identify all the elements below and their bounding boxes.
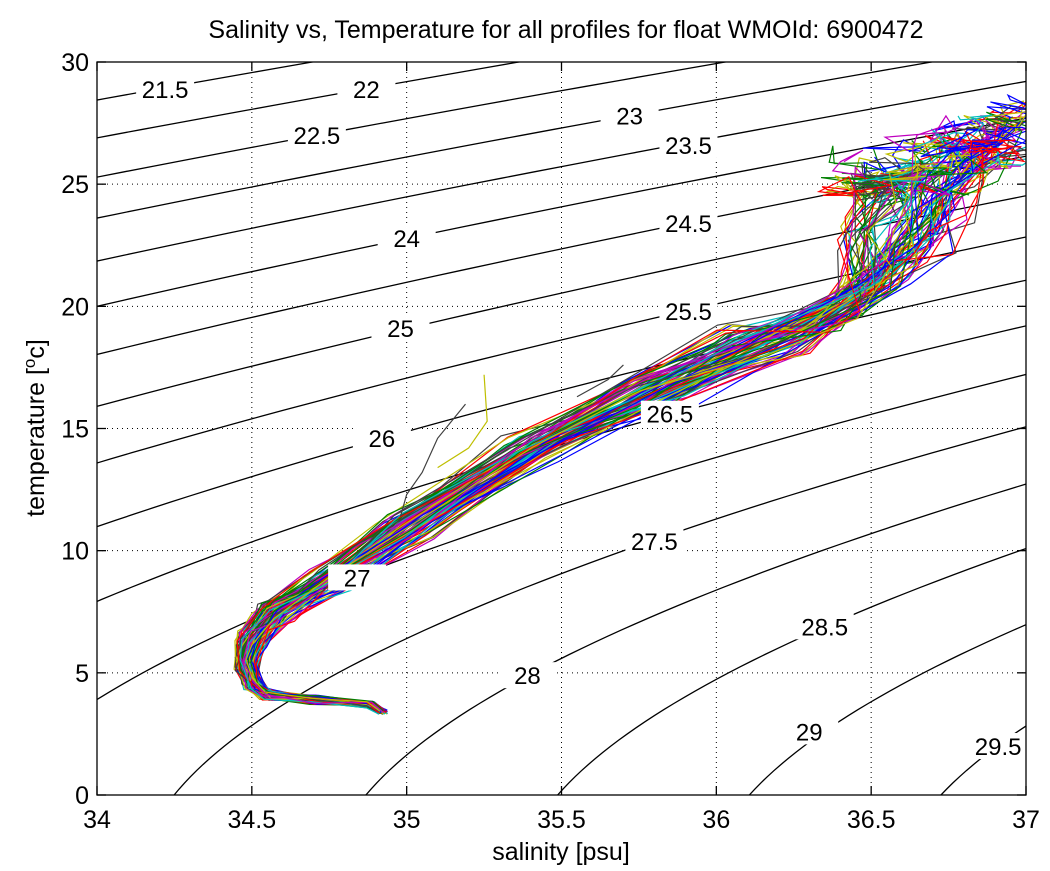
density-contour-label-bg — [287, 122, 346, 149]
density-contour-label: 23 — [616, 104, 643, 131]
chart-title: Salinity vs, Temperature for all profile… — [208, 16, 923, 44]
density-contour-label: 26.5 — [647, 402, 694, 429]
y-axis-label-tail: c] — [22, 339, 50, 358]
density-contour-label: 29 — [796, 719, 823, 746]
x-tick-label: 34 — [83, 806, 111, 834]
density-contour-label: 25.5 — [665, 299, 712, 326]
density-contour — [97, 373, 1026, 701]
density-contour-label: 22 — [353, 77, 380, 104]
profile-line — [239, 170, 951, 711]
density-contour-label-bg — [659, 210, 718, 237]
x-tick-label: 36.5 — [847, 806, 896, 834]
profile-line-outlier — [576, 364, 624, 398]
density-contour-label-bg — [352, 425, 411, 452]
density-contour — [97, 279, 1026, 528]
density-contour-label: 28.5 — [801, 614, 848, 641]
y-axis-label-sup: o — [20, 359, 39, 368]
density-contour-label-bg — [337, 75, 396, 102]
density-contour-label-bg — [969, 733, 1028, 760]
x-tick-label: 35.5 — [537, 806, 586, 834]
x-tick-label: 34.5 — [227, 806, 276, 834]
profile-line — [235, 163, 948, 711]
density-contour-label-bg — [328, 564, 387, 591]
profile-line — [250, 156, 989, 712]
density-contour-label: 24.5 — [665, 211, 712, 238]
density-contour — [748, 623, 1026, 795]
y-tick-label: 25 — [61, 171, 89, 199]
density-contour-label-bg — [371, 315, 430, 342]
density-contour-label-bg — [136, 75, 195, 102]
density-contour-labels: 21.5 22 22.5 23 23.5 24 24.5 25 25.5 26 26.5 27 27.5… — [136, 75, 1028, 761]
density-contour-label: 23.5 — [665, 133, 712, 160]
y-tick-label: 15 — [61, 416, 89, 444]
density-contour — [556, 547, 1026, 795]
x-tick-label: 35 — [393, 806, 421, 834]
profile-line — [242, 125, 949, 714]
density-contour-label-bg — [659, 131, 718, 158]
density-contour-label: 27 — [344, 565, 371, 592]
density-contour-label: 25 — [387, 316, 414, 343]
density-contour-label-bg — [498, 662, 557, 689]
y-axis-label-main: temperature [ — [22, 368, 50, 517]
density-contour-label-bg — [780, 718, 839, 745]
density-contour-label: 28 — [514, 663, 541, 690]
density-contour-label: 26 — [369, 426, 396, 453]
profile-line — [239, 170, 926, 715]
profile-line-outlier — [399, 403, 466, 517]
y-tick-label: 10 — [61, 538, 89, 566]
density-contour-label-bg — [377, 224, 436, 251]
x-axis-label: salinity [psu] — [492, 838, 630, 866]
density-contour-label: 21.5 — [142, 77, 189, 104]
density-contour-label: 24 — [393, 226, 420, 253]
density-contour-label-bg — [600, 102, 659, 129]
axis-ticks: 34 34.5 35 35.5 36 36.5 37 0 5 10 15 20 25 30 — [61, 49, 1040, 834]
y-tick-label: 20 — [61, 293, 89, 321]
density-contour-label-bg — [640, 400, 699, 427]
density-contour — [97, 236, 1026, 464]
density-contour-label: 27.5 — [631, 529, 678, 556]
density-contour-label-bg — [625, 527, 684, 554]
density-contour-label: 22.5 — [294, 123, 341, 150]
profile-line-outlier — [437, 374, 488, 469]
y-tick-label: 0 — [75, 782, 89, 810]
y-tick-label: 30 — [61, 49, 89, 77]
density-contour — [97, 325, 1026, 603]
density-contour — [365, 483, 1026, 795]
density-contour — [97, 80, 1026, 262]
profile-line — [250, 128, 1026, 714]
profile-line — [245, 162, 926, 712]
profile-line — [236, 174, 892, 715]
density-contour-label-bg — [659, 298, 718, 325]
y-axis-label: temperature [oc] — [20, 339, 51, 517]
profile-line — [237, 176, 945, 713]
density-contour — [97, 62, 936, 219]
y-tick-label: 5 — [75, 660, 89, 688]
density-contour-label: 29.5 — [975, 734, 1022, 761]
x-tick-label: 36 — [702, 806, 730, 834]
x-tick-label: 37 — [1012, 806, 1040, 834]
density-contour — [97, 117, 1026, 307]
density-contour-label-bg — [795, 613, 854, 640]
density-contour — [97, 62, 730, 178]
